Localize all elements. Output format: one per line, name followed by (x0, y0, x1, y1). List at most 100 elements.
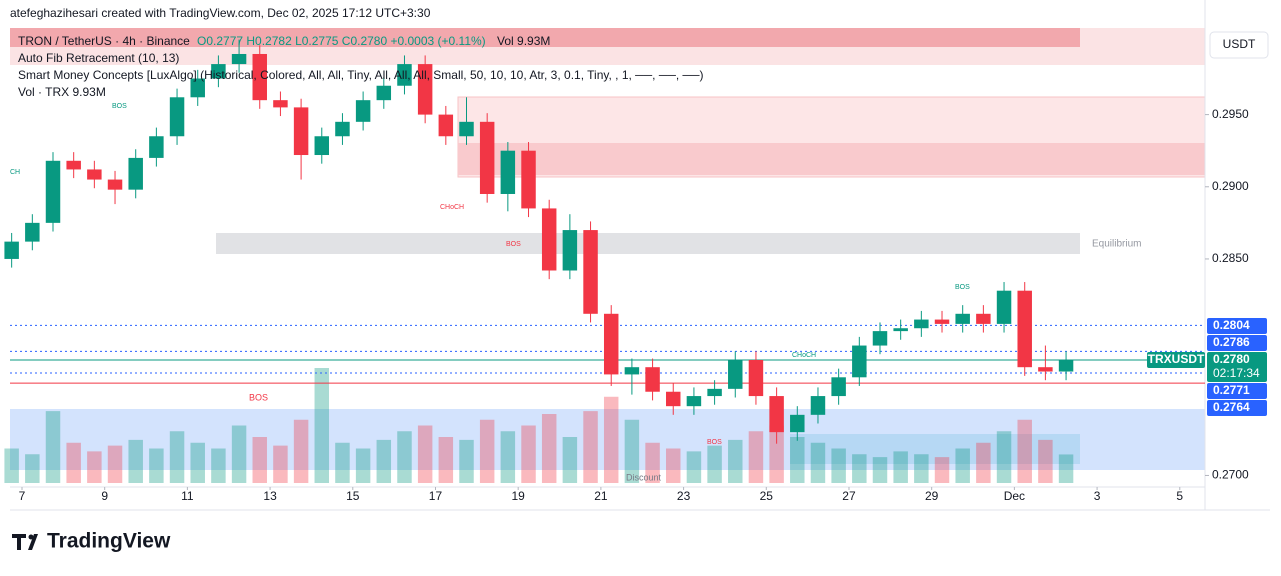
x-tick-label: 29 (925, 489, 939, 503)
candle-body (914, 319, 929, 329)
volume-bar (810, 442, 826, 483)
x-tick-label: 11 (181, 489, 194, 503)
annotation: BOS (955, 284, 970, 291)
x-tick-label: 9 (101, 489, 108, 503)
annotation: Equilibrium (1092, 239, 1141, 250)
x-tick-label: 17 (429, 489, 443, 503)
candle-body (790, 414, 805, 433)
volume-bar (438, 437, 454, 483)
candle-body (231, 53, 247, 65)
candle-body (603, 313, 619, 375)
x-tick-label: 19 (512, 489, 526, 503)
candle-body (831, 377, 846, 397)
indicator: Auto Fib Retracement (10, 13) (18, 51, 179, 65)
candle-body (335, 121, 350, 137)
volume-bar (293, 419, 309, 483)
countdown: 02:17:34 (1213, 366, 1260, 380)
annotation: CHoCH (792, 352, 816, 359)
volume-bar (355, 448, 371, 483)
price-tag-label: 0.2771 (1213, 383, 1250, 397)
x-tick-label: 21 (594, 489, 608, 503)
candle-body (645, 367, 660, 392)
volume-bar (728, 439, 743, 483)
equilibrium-zone (216, 233, 1080, 254)
candle-body (169, 97, 185, 137)
series (4, 39, 1205, 483)
candle-body (541, 208, 557, 271)
currency[interactable]: USDT (1223, 37, 1256, 51)
candle-body (707, 388, 722, 397)
candle-body (934, 319, 950, 324)
annotation: BOS (707, 439, 722, 446)
volume-bar (1058, 454, 1074, 483)
volume-bar (955, 448, 970, 483)
annotation: CH (10, 169, 20, 176)
candle-body (45, 160, 61, 223)
volume-bar (376, 439, 392, 483)
x-tick-label: 15 (346, 489, 360, 503)
annotation: BOS (506, 241, 521, 248)
candle-body (107, 179, 123, 190)
candle-body (852, 345, 867, 378)
volume-bar (417, 425, 433, 483)
candle-body (500, 150, 516, 194)
annotation: Discount (626, 472, 662, 482)
volume-bar (976, 442, 991, 483)
volume-bar (500, 431, 516, 483)
price-tag (1207, 335, 1267, 351)
candle-body (87, 169, 102, 180)
volume-bar (273, 445, 288, 483)
x-tick-label: 13 (263, 489, 277, 503)
volume-bar (169, 431, 185, 483)
supply-block (10, 28, 1080, 47)
volume-bar (128, 439, 143, 483)
symbol: TRON / TetherUS · 4h · Binance (18, 34, 190, 48)
volume-bar (1017, 419, 1032, 483)
ohlc: O0.2777 H0.2782 L0.2775 C0.2780 +0.0003 … (197, 34, 486, 48)
candle-body (562, 230, 578, 271)
candle-body (686, 396, 702, 407)
volume-bar (790, 437, 805, 483)
candle-body (128, 157, 143, 190)
indicator: Vol · TRX 9.93M (18, 85, 106, 99)
volume-bar (872, 457, 888, 483)
volume-bar (45, 411, 61, 483)
volume-bar (335, 442, 350, 483)
candle-body (728, 359, 743, 389)
indicator: Smart Money Concepts [LuxAlgo] (Historic… (18, 68, 704, 82)
candle-body (4, 241, 19, 259)
brand: TradingView (47, 530, 171, 553)
x-tick-label: 25 (760, 489, 774, 503)
candle-body (1038, 367, 1053, 372)
candle-body (666, 391, 681, 407)
volume-bar (914, 454, 929, 483)
candle-body (1058, 359, 1074, 372)
volume-bar (190, 442, 205, 483)
candle-body (479, 121, 495, 194)
candle-body (996, 290, 1012, 324)
candle-body (769, 396, 784, 433)
currency-button[interactable] (1209, 31, 1269, 59)
price-tag-label: 0.2804 (1213, 318, 1250, 332)
candle-body (273, 100, 288, 108)
volume-bar (459, 439, 474, 483)
annotation: BOS (249, 392, 268, 402)
price-tag (1207, 383, 1267, 399)
price-tag (1207, 318, 1267, 334)
candle-body (976, 313, 991, 324)
candle-body (252, 53, 267, 101)
volume-bar (66, 442, 81, 483)
volume-bar (893, 451, 908, 483)
volume-bar (666, 448, 681, 483)
price-tag (1207, 400, 1267, 416)
candle-body (211, 64, 226, 79)
candle-body (955, 313, 970, 324)
volume-bar (521, 425, 536, 483)
price-tag-label: 0.2764 (1213, 400, 1250, 414)
volume-bar (479, 419, 495, 483)
candle-body (583, 230, 598, 314)
candle-body (25, 222, 40, 242)
volume-bar (231, 425, 247, 483)
